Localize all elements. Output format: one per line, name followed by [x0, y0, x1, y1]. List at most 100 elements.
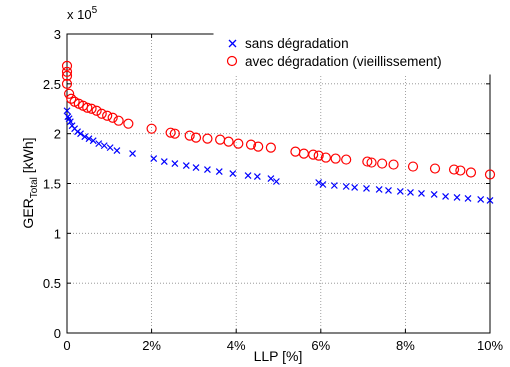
data-point-x-marker [77, 130, 84, 138]
data-point-x-marker [150, 155, 158, 163]
legend-label-avec-degradation: avec dégradation (vieillissement) [245, 54, 442, 69]
data-point-circle-marker [96, 108, 107, 119]
data-point-circle-marker [465, 167, 477, 178]
data-point-circle-marker [184, 130, 195, 141]
x-axis-label: LLP [%] [254, 348, 303, 364]
data-point-x-marker [375, 186, 383, 193]
data-point-circle-marker [190, 132, 202, 143]
data-point-circle-marker [366, 157, 377, 168]
data-point-x-marker [74, 128, 81, 136]
data-point-x-marker [396, 188, 404, 195]
legend: sans dégradation avec dégradation (vieil… [213, 33, 491, 75]
data-point-circle-marker [146, 123, 157, 134]
data-point-x-marker [100, 142, 108, 150]
data-point-circle-marker [169, 128, 180, 139]
data-point-circle-marker [223, 136, 234, 147]
data-point-x-marker [204, 166, 211, 173]
x-tick-label: 8% [396, 338, 415, 353]
data-point-x-marker [319, 181, 327, 188]
x-tick-label: 10% [477, 338, 503, 353]
data-point-circle-marker [253, 141, 264, 152]
data-point-x-marker [63, 107, 71, 115]
data-point-x-marker [244, 172, 252, 179]
data-point-circle-marker [61, 70, 73, 81]
data-point-circle-marker [484, 169, 496, 180]
legend-box [213, 33, 491, 75]
data-point-x-marker [160, 158, 168, 165]
data-point-circle-marker [61, 78, 73, 89]
y-axis-label: GERTotal [kWh] [20, 137, 40, 228]
y-exponent-label: x 105 [67, 5, 98, 22]
y-tick-label: 2.5 [43, 77, 61, 92]
data-point-x-marker [106, 144, 114, 152]
data-point-x-marker [330, 182, 338, 189]
y-tick-label: 3 [54, 27, 61, 42]
data-point-circle-marker [429, 163, 441, 174]
data-point-x-marker [81, 133, 89, 141]
data-point-x-marker [363, 185, 370, 192]
legend-label-sans-degradation: sans dégradation [245, 36, 349, 51]
axis-ticks: 0 2% 4% 6% 8% 10% 0 0.5 1 1.5 2 2.5 3 [43, 27, 504, 353]
y-tick-label: 1 [54, 226, 61, 241]
data-point-circle-marker [123, 118, 134, 129]
data-point-x-marker [95, 140, 103, 148]
data-point-circle-marker [91, 105, 102, 116]
x-tick-label: 6% [311, 338, 330, 353]
data-point-x-marker [342, 183, 350, 190]
legend-marker-circle [226, 55, 238, 67]
data-point-x-marker [351, 184, 359, 191]
data-point-x-marker [430, 191, 438, 198]
data-point-x-marker [229, 170, 237, 177]
data-point-circle-marker [61, 60, 73, 71]
data-point-x-marker [113, 147, 121, 155]
data-point-circle-marker [455, 165, 466, 176]
grid [67, 34, 490, 333]
data-point-x-marker [477, 196, 485, 203]
y-tick-label: 0 [54, 326, 61, 341]
data-point-x-marker [486, 197, 494, 204]
data-point-circle-marker [233, 138, 244, 149]
data-point-circle-marker [202, 133, 213, 144]
data-point-x-marker [267, 175, 275, 182]
data-point-circle-marker [330, 153, 341, 164]
data-point-circle-marker [320, 152, 331, 163]
data-point-circle-marker [102, 110, 113, 121]
x-tick-label: 2% [142, 338, 161, 353]
x-tick-label: 4% [227, 338, 246, 353]
data-point-x-marker [272, 178, 280, 185]
data-point-x-marker [315, 179, 323, 186]
data-point-x-marker [253, 173, 261, 180]
data-point-circle-marker [298, 148, 309, 159]
data-point-circle-marker [448, 164, 460, 175]
data-point-circle-marker [388, 159, 399, 170]
series-1 [61, 60, 496, 180]
data-point-circle-marker [165, 127, 176, 138]
data-point-x-marker [215, 168, 223, 175]
data-point-circle-marker [308, 149, 319, 160]
data-point-circle-marker [113, 115, 124, 126]
data-point-circle-marker [362, 156, 373, 167]
data-point-circle-marker [82, 102, 93, 113]
data-point-circle-marker [265, 142, 276, 153]
data-point-x-marker [182, 162, 190, 169]
data-point-x-marker [464, 195, 472, 202]
x-tick-label: 0 [63, 338, 70, 353]
data-point-circle-marker [107, 112, 118, 123]
data-point-circle-marker [61, 66, 73, 77]
data-point-circle-marker [290, 146, 301, 157]
data-point-x-marker [192, 164, 200, 171]
series-0 [63, 107, 494, 204]
data-point-circle-marker [377, 158, 388, 169]
data-point-circle-marker [245, 139, 257, 150]
data-point-circle-marker [407, 161, 419, 172]
data-point-circle-marker [341, 154, 352, 165]
data-point-circle-marker [64, 88, 75, 99]
data-point-x-marker [171, 160, 179, 167]
data-point-circle-marker [313, 150, 324, 161]
data-point-x-marker [407, 189, 414, 196]
legend-marker-x [228, 39, 237, 48]
y-tick-label: 0.5 [43, 276, 61, 291]
data-point-x-marker [385, 187, 392, 194]
data-point-x-marker [85, 135, 93, 143]
